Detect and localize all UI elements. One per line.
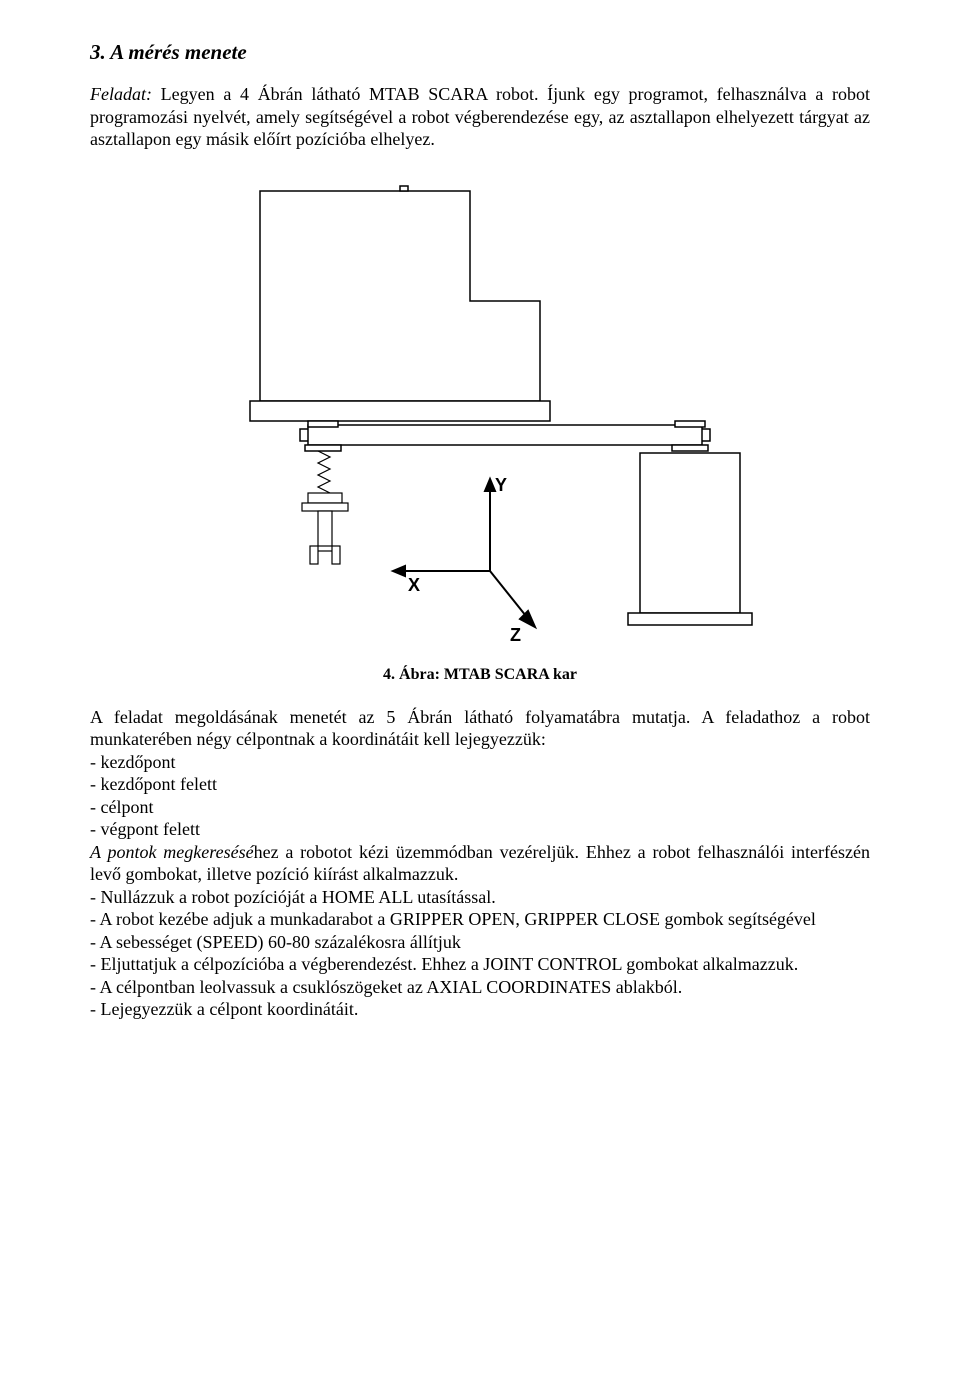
task-paragraph: Feladat: Legyen a 4 Ábrán látható MTAB S… bbox=[90, 83, 870, 151]
bullet-3: - végpont felett bbox=[90, 818, 870, 841]
bullet-0: - kezdőpont bbox=[90, 751, 870, 774]
explain-p1: A feladat megoldásának menetét az 5 Ábrá… bbox=[90, 706, 870, 751]
explain-p2: A pontok megkereséséhez a robotot kézi ü… bbox=[90, 841, 870, 886]
section-heading: 3. A mérés menete bbox=[90, 40, 870, 65]
page: 3. A mérés menete Feladat: Legyen a 4 Áb… bbox=[0, 0, 960, 1061]
axis-x-label: X bbox=[408, 575, 420, 595]
bullet-1: - kezdőpont felett bbox=[90, 773, 870, 796]
line-0: - Nullázzuk a robot pozícióját a HOME AL… bbox=[90, 886, 870, 909]
axis-y-label: Y bbox=[495, 475, 507, 495]
scara-robot-diagram: Y X Z bbox=[190, 171, 770, 651]
task-label: Feladat: bbox=[90, 84, 152, 104]
line-5: - Lejegyezzük a célpont koordinátáit. bbox=[90, 998, 870, 1021]
figure-caption: 4. Ábra: MTAB SCARA kar bbox=[90, 666, 870, 684]
line-4: - A célpontban leolvassuk a csuklószögek… bbox=[90, 976, 870, 999]
line-1: - A robot kezébe adjuk a munkadarabot a … bbox=[90, 908, 870, 931]
explain-p2-italic: A pontok megkeresésé bbox=[90, 842, 254, 862]
figure: Y X Z bbox=[90, 171, 870, 656]
bullet-2: - célpont bbox=[90, 796, 870, 819]
axis-z-label: Z bbox=[510, 625, 521, 645]
line-2: - A sebességet (SPEED) 60-80 százalékosr… bbox=[90, 931, 870, 954]
line-3: - Eljuttatjuk a célpozícióba a végberend… bbox=[90, 953, 870, 976]
task-text: Legyen a 4 Ábrán látható MTAB SCARA robo… bbox=[90, 84, 870, 149]
